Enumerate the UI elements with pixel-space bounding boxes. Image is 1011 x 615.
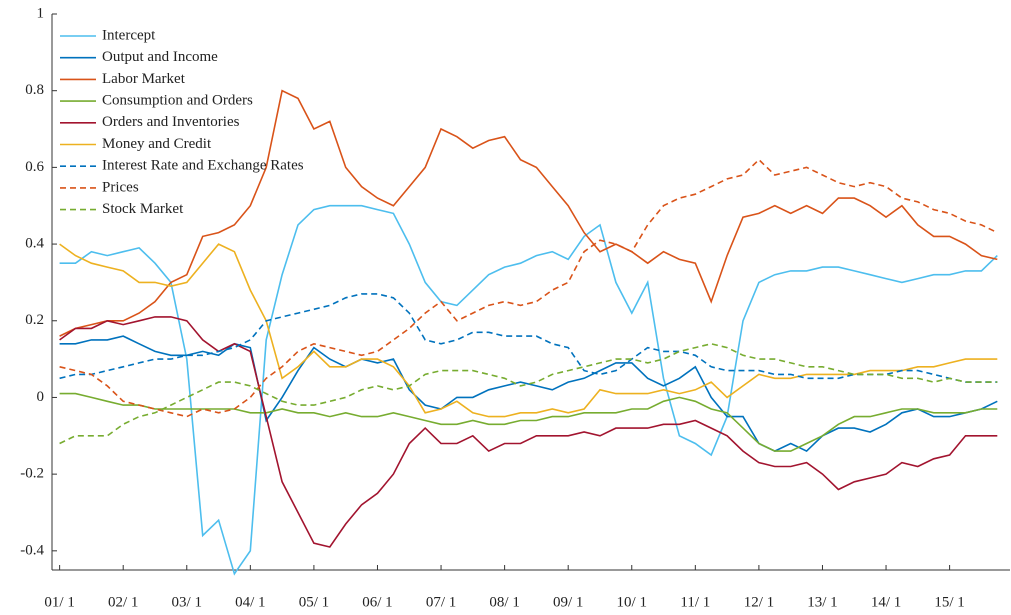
y-tick-label: 0 (37, 389, 45, 405)
x-tick-label: 09/ 1 (553, 594, 583, 610)
y-tick-label: 0.4 (25, 236, 44, 252)
x-tick-label: 10/ 1 (617, 594, 647, 610)
y-tick-label: 0.2 (25, 312, 44, 328)
y-tick-label: -0.2 (20, 466, 44, 482)
x-tick-label: 04/ 1 (235, 594, 265, 610)
x-tick-label: 05/ 1 (299, 594, 329, 610)
x-tick-label: 13/ 1 (807, 594, 837, 610)
series-line (59, 392, 998, 452)
legend-label: Labor Market (102, 71, 186, 87)
x-tick-label: 06/ 1 (362, 594, 392, 610)
x-tick-label: 03/ 1 (172, 594, 202, 610)
x-tick-label: 07/ 1 (426, 594, 456, 610)
series-line (59, 342, 998, 445)
x-tick-label: 15/ 1 (934, 594, 964, 610)
series-line (59, 158, 998, 418)
legend-label: Money and Credit (102, 136, 212, 152)
x-tick-label: 11/ 1 (680, 594, 710, 610)
legend-label: Intercept (102, 27, 156, 43)
legend-label: Output and Income (102, 49, 218, 65)
x-tick-label: 14/ 1 (871, 594, 901, 610)
legend-label: Stock Market (102, 201, 184, 217)
x-tick-label: 08/ 1 (489, 594, 519, 610)
y-tick-label: 0.6 (25, 159, 44, 175)
legend-label: Consumption and Orders (102, 93, 253, 109)
y-tick-label: 0.8 (25, 82, 44, 98)
series-line (59, 293, 998, 383)
series-line (59, 89, 998, 337)
y-tick-label: -0.4 (20, 542, 44, 558)
x-tick-label: 01/ 1 (44, 594, 74, 610)
series-line (59, 335, 998, 453)
x-tick-label: 02/ 1 (108, 594, 138, 610)
legend-label: Orders and Inventories (102, 114, 240, 130)
series-line (59, 204, 998, 576)
y-tick-label: 1 (37, 5, 45, 21)
series-line (59, 316, 998, 548)
x-tick-label: 12/ 1 (744, 594, 774, 610)
legend-label: Prices (102, 179, 139, 195)
legend-label: Interest Rate and Exchange Rates (102, 158, 304, 174)
series-line (59, 243, 998, 418)
